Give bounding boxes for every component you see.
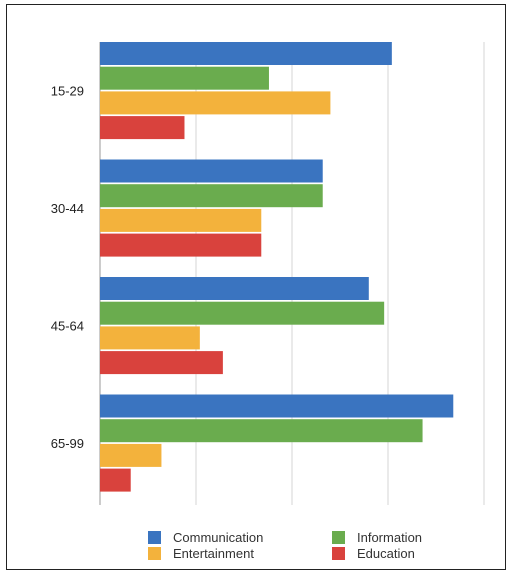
bar-entertainment-15-29 xyxy=(100,91,331,115)
bar-entertainment-65-99 xyxy=(100,443,162,467)
legend-label-information: Information xyxy=(357,530,423,545)
legend-item-communication: Communication xyxy=(148,530,263,545)
legend-swatch-entertainment xyxy=(148,547,161,560)
legend-item-entertainment: Entertainment xyxy=(148,546,254,561)
category-label-15-29: 15-29 xyxy=(51,83,84,98)
bars xyxy=(100,42,454,492)
bar-education-45-64 xyxy=(100,351,223,375)
legend-swatch-communication xyxy=(148,531,161,544)
bar-entertainment-45-64 xyxy=(100,326,200,350)
legend-swatch-education xyxy=(332,547,345,560)
bar-education-65-99 xyxy=(100,468,131,492)
category-labels: 15-29 30-44 45-64 65-99 xyxy=(51,83,84,451)
category-label-30-44: 30-44 xyxy=(51,201,84,216)
bar-information-65-99 xyxy=(100,419,423,443)
bar-education-30-44 xyxy=(100,233,262,257)
bar-entertainment-30-44 xyxy=(100,208,262,232)
category-label-65-99: 65-99 xyxy=(51,436,84,451)
bar-education-15-29 xyxy=(100,116,185,140)
legend-label-education: Education xyxy=(357,546,415,561)
bar-communication-30-44 xyxy=(100,159,323,183)
category-label-45-64: 45-64 xyxy=(51,318,84,333)
bar-information-15-29 xyxy=(100,66,269,90)
bar-information-45-64 xyxy=(100,301,385,325)
bar-communication-15-29 xyxy=(100,42,392,65)
legend-label-entertainment: Entertainment xyxy=(173,546,254,561)
bar-communication-45-64 xyxy=(100,277,369,300)
bar-communication-65-99 xyxy=(100,394,454,418)
legend-item-education: Education xyxy=(332,546,415,561)
bar-information-30-44 xyxy=(100,184,323,208)
legend-label-communication: Communication xyxy=(173,530,264,545)
legend-item-information: Information xyxy=(332,530,422,545)
legend-swatch-information xyxy=(332,531,345,544)
